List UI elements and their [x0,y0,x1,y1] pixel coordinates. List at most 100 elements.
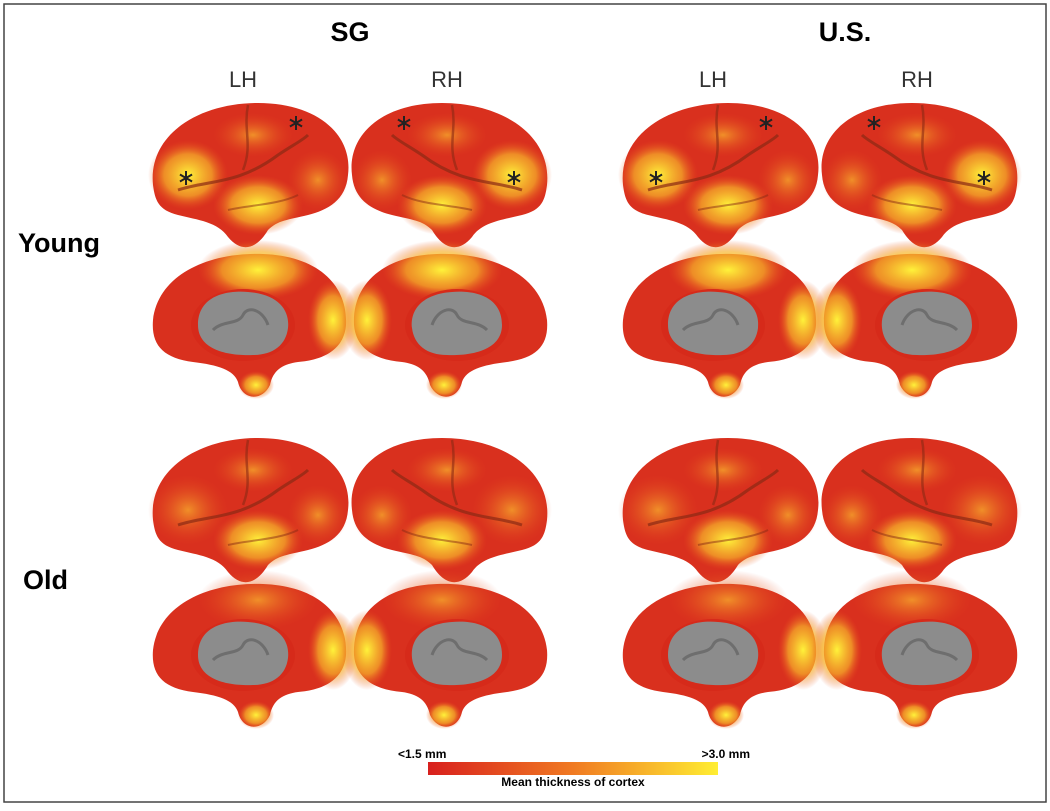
thick-region [942,140,1022,210]
thick-region [472,140,552,210]
medial-brain [622,570,828,729]
sulcus [860,468,993,527]
sulcus [227,529,299,546]
thick-region [812,280,862,360]
medial-brain [622,240,828,399]
thick-region [852,240,972,300]
thick-region [852,570,972,630]
medial-wall-detail [211,308,270,332]
medial-brain [812,570,1018,729]
thick-region [288,150,348,210]
medial-wall [881,621,972,686]
thick-region [426,701,462,729]
sulcus [697,194,769,211]
hemisphere-label: LH [229,67,257,92]
thick-region [238,371,274,399]
medial-wall [411,621,502,686]
medial-wall-detail [430,308,489,332]
medial-brain [152,570,358,729]
thick-region [877,113,957,157]
thick-region [758,150,818,210]
thick-region [342,610,392,690]
sulcus [860,133,993,192]
sulcus [711,104,720,171]
thick-region [683,448,763,492]
thick-region [812,610,862,690]
medial-wall [198,291,289,356]
asterisk [649,173,663,183]
frame [3,3,1047,803]
hemisphere-label: RH [431,67,463,92]
thick-region [407,448,487,492]
asterisk [397,118,411,128]
sulcus [711,439,720,506]
asterisk [289,118,303,128]
thick-region [198,240,318,300]
thick-region [426,371,462,399]
medial-wall-detail [681,308,740,332]
thick-region [758,485,818,545]
sulcus [401,194,473,211]
colorbar-min: <1.5 mm [398,747,446,761]
sulcus [241,439,250,506]
thick-region [472,475,552,545]
medial-wall [668,291,759,356]
thick-region [382,570,502,630]
sulcus [920,439,929,506]
medial-brain [152,240,358,399]
medial-brain [812,240,1018,399]
thick-region [618,140,698,210]
thick-region [822,485,882,545]
medial-wall [668,621,759,686]
thick-region [342,280,392,360]
lateral-brain [351,438,552,583]
sulcus [401,529,473,546]
medial-wall [198,621,289,686]
thick-region [148,140,228,210]
medial-brain [342,570,548,729]
sulcus [647,133,780,192]
thick-region [668,240,788,300]
thick-region [896,701,932,729]
asterisk [179,173,193,183]
thick-region [238,701,274,729]
medial-wall-detail [900,638,959,662]
row-label: Young [18,228,100,258]
sulcus [177,468,310,527]
hemisphere-label: RH [901,67,933,92]
sulcus [450,104,459,171]
medial-wall-detail [900,308,959,332]
thick-region [896,371,932,399]
thick-region [708,371,744,399]
lateral-brain [618,438,819,583]
lateral-brain [618,103,819,248]
thick-region [288,485,348,545]
thick-region [822,150,882,210]
medial-wall-detail [211,638,270,662]
medial-wall-detail [430,638,489,662]
lateral-brain [821,103,1022,248]
colorbar-max: >3.0 mm [702,747,750,761]
medial-wall [411,291,502,356]
sulcus [241,104,250,171]
asterisk [759,118,773,128]
hemisphere-label: LH [699,67,727,92]
colorbar [428,762,718,775]
sulcus [390,468,523,527]
colorbar-title: Mean thickness of cortex [501,775,645,789]
thick-region [213,113,293,157]
thick-region [407,113,487,157]
asterisk [867,118,881,128]
thick-region [352,485,412,545]
thick-region [618,475,698,545]
sulcus [920,104,929,171]
medial-wall-detail [681,638,740,662]
thick-region [198,570,318,630]
group-title: U.S. [819,17,872,47]
sulcus [390,133,523,192]
medial-wall [881,291,972,356]
thick-region [877,448,957,492]
asterisk [977,173,991,183]
asterisk [507,173,521,183]
